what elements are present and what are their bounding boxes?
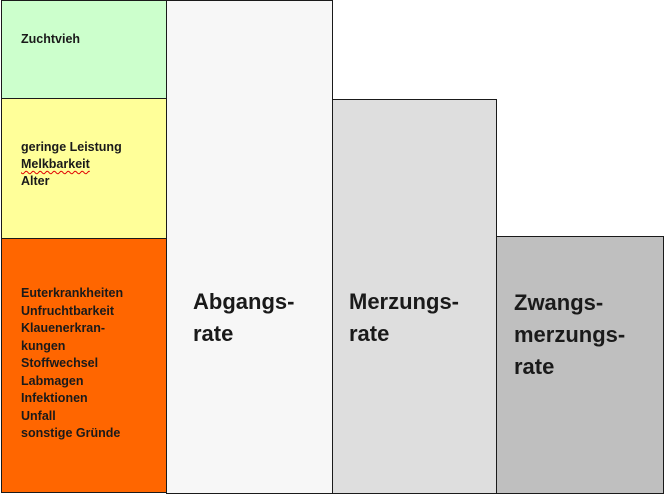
label-line: rate (349, 321, 390, 346)
label-line: Abgangs- (193, 289, 295, 314)
breeding-stock-text: Zuchtvieh (21, 31, 80, 48)
label-line: Klauenerkran- (21, 321, 106, 335)
forced-culling-reasons-box: Euterkrankheiten Unfruchtbarkeit Klauene… (1, 238, 167, 493)
label-line: geringe Leistung (21, 140, 122, 154)
label-line: Melkbarkeit (21, 156, 122, 173)
label-line: Zwangs- (514, 290, 604, 315)
label-line: Alter (21, 174, 50, 188)
zwangsmerzungsrate-column: Zwangs- merzungs- rate (496, 236, 664, 494)
label-line: Infektionen (21, 391, 88, 405)
label-line: Labmagen (21, 373, 84, 388)
abgangsrate-column: Abgangs- rate (166, 0, 333, 494)
abgangsrate-label: Abgangs- rate (193, 286, 294, 350)
culling-reasons-text: geringe Leistung Melkbarkeit Alter (21, 139, 122, 190)
label-line: merzungs- (514, 322, 626, 347)
label-line: Zuchtvieh (21, 32, 81, 46)
label-line: Unfruchtbarkeit (21, 303, 115, 318)
zwangsmerzungsrate-label: Zwangs- merzungs- rate (514, 287, 625, 383)
forced-culling-reasons-text: Euterkrankheiten Unfruchtbarkeit Klauene… (21, 285, 123, 443)
merzungsrate-column: Merzungs- rate (332, 99, 497, 494)
label-line: sonstige Gründe (21, 426, 121, 440)
label-line: Stoffwechsel (21, 356, 99, 370)
spellcheck-word: Melkbarkeit (21, 157, 90, 171)
label-line: Unfall (21, 408, 56, 423)
label-line: kungen (21, 338, 66, 353)
merzungsrate-label: Merzungs- rate (349, 286, 459, 350)
label-line: Euterkrankheiten (21, 286, 124, 300)
label-line: Merzungs- (349, 289, 459, 314)
label-line: rate (193, 321, 234, 346)
label-line: rate (514, 354, 555, 379)
culling-reasons-box: geringe Leistung Melkbarkeit Alter (1, 98, 167, 239)
breeding-stock-box: Zuchtvieh (1, 0, 167, 99)
